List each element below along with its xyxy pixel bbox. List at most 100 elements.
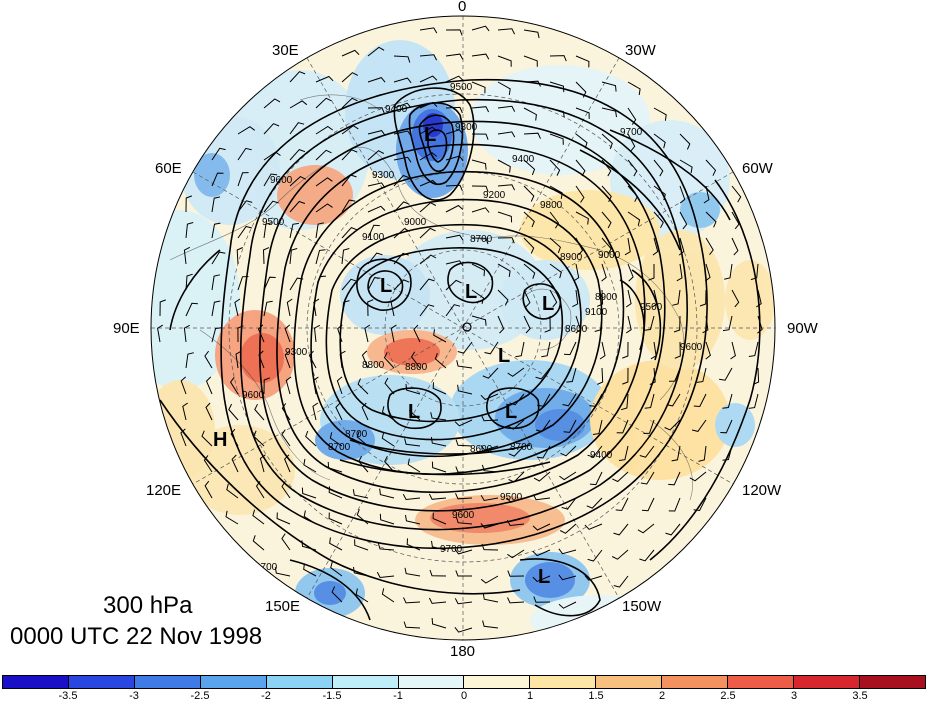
wind-barb — [235, 350, 242, 369]
wind-barb — [653, 211, 664, 229]
wind-barb — [532, 575, 551, 582]
wind-barb — [482, 620, 499, 629]
colorbar-cell — [530, 676, 597, 688]
wind-barb — [259, 454, 266, 473]
wind-barb — [471, 81, 486, 94]
wind-barb — [611, 549, 629, 560]
wind-barb — [601, 159, 612, 177]
wind-barb — [335, 402, 343, 421]
wind-barb — [627, 263, 634, 282]
wind-barb — [471, 133, 489, 140]
colorbar-cell — [662, 676, 729, 688]
wind-barb — [455, 570, 472, 577]
wind-barb — [341, 248, 350, 265]
wind-barb — [431, 540, 447, 551]
wind-barb — [720, 419, 733, 434]
wind-barb — [666, 393, 681, 407]
wind-barb — [289, 100, 308, 109]
wind-barb — [312, 376, 319, 395]
wind-barb — [672, 289, 681, 306]
wind-barb — [205, 376, 213, 395]
wind-barb — [601, 263, 607, 282]
wind-barb — [305, 430, 317, 447]
wind-barb — [263, 200, 279, 213]
wind-barb — [301, 487, 317, 499]
wind-barb — [432, 382, 447, 395]
wind-barb — [330, 561, 343, 577]
wind-barb — [276, 512, 291, 525]
wind-barb — [549, 211, 560, 229]
wind-barb — [339, 350, 346, 369]
wind-barb — [613, 523, 629, 536]
wind-barb — [428, 493, 447, 500]
wind-barb — [497, 263, 511, 277]
wind-barb — [405, 384, 421, 395]
wind-barb — [523, 185, 535, 202]
wind-barb — [549, 81, 565, 93]
wind-barb — [457, 341, 473, 354]
colorbar-cell — [68, 676, 135, 688]
wind-barb — [497, 81, 511, 95]
wind-barb — [731, 237, 739, 256]
wind-barb — [719, 367, 733, 381]
wind-barb — [497, 159, 511, 173]
contour-label: 8900 — [560, 252, 583, 263]
wind-barb — [308, 350, 317, 369]
colorbar-tick-label: 2 — [658, 690, 666, 702]
wind-barb — [616, 419, 629, 434]
wind-barb — [341, 174, 357, 187]
lon-label-60e: 60E — [155, 160, 182, 177]
wind-barb — [454, 419, 473, 427]
wind-barb — [549, 159, 561, 176]
wind-barb — [252, 535, 265, 551]
pressure-centers: L L L L L L L L H — [213, 124, 554, 588]
wind-barb — [471, 106, 490, 113]
wind-barb — [575, 159, 586, 177]
contour-label: 8700 — [328, 442, 351, 453]
wind-barb — [328, 512, 343, 525]
contour-label: 9300 — [372, 170, 395, 181]
wind-barb — [705, 341, 711, 360]
wind-barb — [639, 445, 655, 458]
wind-barb — [263, 276, 276, 291]
wind-barb — [558, 548, 577, 555]
wind-barb — [225, 510, 239, 525]
colorbar-cell — [134, 676, 201, 688]
wind-barb — [471, 53, 490, 60]
wind-barb — [560, 445, 577, 457]
contour-label: 8800 — [405, 362, 428, 373]
wind-barb — [367, 224, 380, 239]
wind-barb — [549, 289, 558, 308]
wind-barb — [536, 445, 551, 459]
wind-barb — [252, 509, 265, 525]
colorbar-tick-label: -3.5 — [58, 690, 78, 702]
wind-barb — [575, 315, 581, 334]
wind-barb — [622, 367, 629, 385]
wind-barb — [613, 575, 629, 588]
wind-barb — [367, 205, 386, 213]
wind-barb — [722, 393, 733, 409]
wind-barb — [689, 471, 707, 482]
wind-barb — [419, 101, 438, 109]
colorbar-cell — [794, 676, 860, 688]
wind-barb — [185, 222, 194, 239]
wind-barb — [289, 277, 304, 291]
wind-barb — [211, 327, 222, 343]
wind-barb — [497, 28, 516, 35]
wind-barb — [393, 252, 409, 265]
wind-barb — [303, 510, 317, 525]
wind-barb — [559, 523, 577, 534]
lon-label-60w: 60W — [742, 160, 773, 177]
map-title-level: 300 hPa — [103, 592, 193, 619]
wind-barb — [379, 488, 395, 499]
high-china: H — [213, 429, 227, 451]
wind-barb — [429, 569, 447, 577]
wind-barb — [254, 403, 265, 421]
contour-label: 9500 — [640, 302, 663, 313]
wind-barb — [575, 107, 590, 119]
contour-label: 9700 — [255, 562, 278, 573]
wind-barb — [419, 202, 437, 213]
wind-barb — [230, 428, 239, 447]
wind-barb — [237, 200, 253, 213]
wind-barb — [419, 254, 437, 265]
